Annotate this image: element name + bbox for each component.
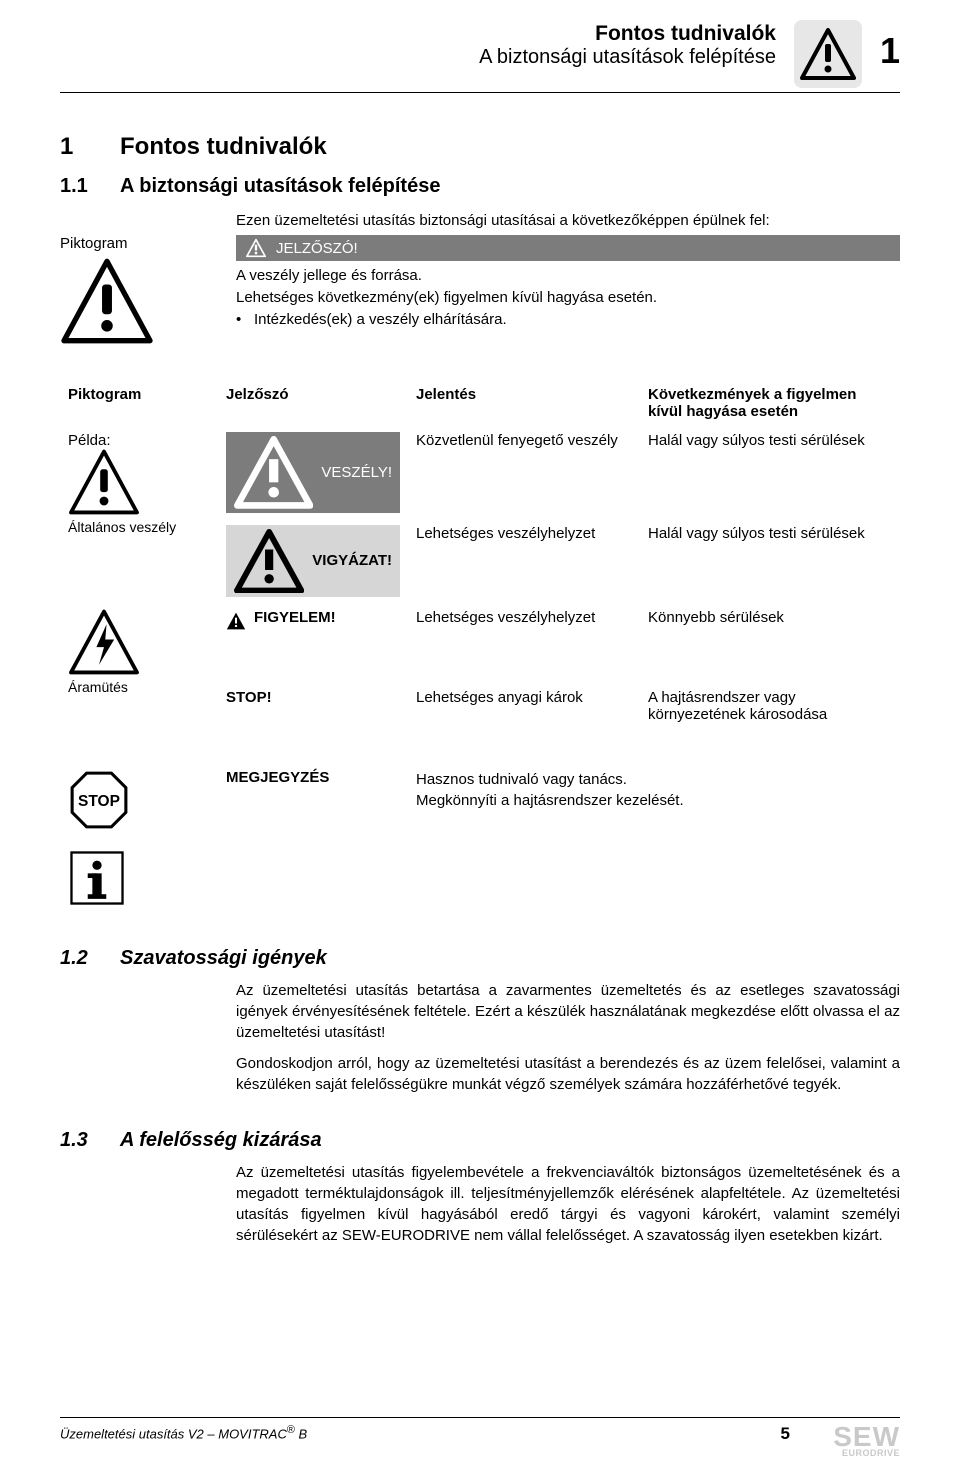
instruction-lines: A veszély jellege és forrása. Lehetséges… — [236, 265, 900, 330]
section-1-heading: 1 Fontos tudnivalók — [60, 133, 900, 161]
section-1-1-title: A biztonsági utasítások felépítése — [120, 175, 440, 198]
header-titles: Fontos tudnivalók A biztonsági utasításo… — [479, 20, 776, 69]
signal-word-text: JELZŐSZÓ! — [276, 240, 358, 257]
info-icon — [68, 849, 126, 907]
signal-word-table: Piktogram Jelzőszó Jelentés Következmény… — [60, 380, 900, 913]
instruction-bullet-text: Intézkedés(ek) a veszély elhárítására. — [254, 309, 507, 331]
table-cell-pikto-0: Példa: Általános veszély — [60, 426, 218, 603]
table-cell-pikto-3: STOP — [60, 763, 218, 843]
section-1-2-p2: Gondoskodjon arról, hogy az üzemeltetési… — [236, 1053, 900, 1095]
page-header: Fontos tudnivalók A biztonsági utasításo… — [60, 20, 900, 94]
section-1-title: Fontos tudnivalók — [120, 133, 327, 161]
svg-text:STOP: STOP — [78, 793, 120, 810]
table-cell-consequence-0: Halál vagy súlyos testi sérülések — [640, 426, 900, 519]
footer-left: Üzemeltetési utasítás V2 – MOVITRAC® B — [60, 1424, 307, 1441]
table-cell-consequence-1: Halál vagy súlyos testi sérülések — [640, 519, 900, 603]
instruction-block-right: JELZŐSZÓ! A veszély jellege és forrása. … — [236, 235, 900, 344]
signal-text-3: STOP! — [226, 689, 272, 706]
table-cell-signal-1: VIGYÁZAT! — [218, 519, 408, 603]
warning-mini-icon — [246, 238, 266, 258]
header-rule — [60, 92, 900, 93]
warning-triangle-icon — [60, 258, 154, 344]
table-head-kovetkezmenyek: Következmények a figyelmen kívül hagyása… — [640, 380, 900, 426]
pelda-label: Példa: — [68, 432, 210, 449]
note-line-b: Megkönnyíti a hajtásrendszer kezelését. — [416, 790, 892, 811]
header-page-indicator: 1 — [880, 20, 900, 72]
warning-mini-icon — [226, 611, 246, 631]
table-cell-meaning-3: Lehetséges anyagi károk — [408, 683, 640, 763]
section-1-2-heading: 1.2 Szavatossági igények — [60, 947, 900, 970]
section-1-2-p1: Az üzemeltetési utasítás betartása a zav… — [236, 980, 900, 1043]
section-1-3-title: A felelősség kizárása — [120, 1129, 322, 1152]
signal-word-bar: JELZŐSZÓ! — [236, 235, 900, 261]
section-1-num: 1 — [60, 133, 90, 161]
sew-logo: SEW EURODRIVE — [833, 1424, 900, 1457]
table-head-jelzoszo: Jelzőszó — [218, 380, 408, 426]
table-cell-meaning-0: Közvetlenül fenyegető veszély — [408, 426, 640, 519]
instruction-block-left: Piktogram — [60, 235, 218, 344]
instruction-line-2: Lehetséges következmény(ek) figyelmen kí… — [236, 287, 900, 309]
section-1-1-num: 1.1 — [60, 175, 98, 198]
footer-left-text: Üzemeltetési utasítás V2 – MOVITRAC — [60, 1426, 287, 1441]
electric-shock-icon — [68, 609, 140, 675]
warning-triangle-icon — [68, 449, 140, 515]
signal-text-0: VESZÉLY! — [321, 464, 392, 481]
table-cell-consequence-3: A hajtásrendszer vagy környezetének káro… — [640, 683, 900, 763]
warning-mini-icon — [234, 436, 313, 509]
table-cell-signal-0: VESZÉLY! — [218, 426, 408, 519]
table-head-jelentes: Jelentés — [408, 380, 640, 426]
stop-octagon-icon: STOP — [68, 769, 130, 831]
table-cell-consequence-2: Könnyebb sérülések — [640, 603, 900, 683]
header-title-bold: Fontos tudnivalók — [479, 22, 776, 46]
table-cell-note-4: Hasznos tudnivaló vagy tanács. Megkönnyí… — [408, 763, 900, 843]
table-cell-signal-4: MEGJEGYZÉS — [218, 763, 408, 843]
header-warning-iconbox — [794, 20, 862, 88]
table-cell-pikto-4 — [60, 843, 218, 913]
footer-right: SEW EURODRIVE — [833, 1424, 900, 1457]
instruction-bullet-row: • Intézkedés(ek) a veszély elhárítására. — [236, 309, 900, 331]
footer-page-number: 5 — [781, 1424, 790, 1444]
table-cell-meaning-1: Lehetséges veszélyhelyzet — [408, 519, 640, 603]
warning-mini-icon — [234, 529, 304, 593]
bullet-icon: • — [236, 309, 244, 331]
footer-left-tail: B — [295, 1426, 307, 1441]
section-1-2-num: 1.2 — [60, 947, 98, 970]
footer-reg-mark: ® — [287, 1424, 295, 1436]
pikto-caption-0: Általános veszély — [68, 519, 210, 535]
pikto-caption-2: Áramütés — [68, 679, 210, 695]
warning-triangle-icon — [800, 28, 856, 80]
table-cell-meaning-2: Lehetséges veszélyhelyzet — [408, 603, 640, 683]
sew-logo-sub: EURODRIVE — [833, 1449, 900, 1457]
instruction-line-1: A veszély jellege és forrása. — [236, 265, 900, 287]
section-1-2-title: Szavatossági igények — [120, 947, 327, 970]
table-cell-signal-3: STOP! — [218, 683, 408, 763]
section-1-3-p1: Az üzemeltetési utasítás figyelembevétel… — [236, 1162, 900, 1246]
section-1-1-heading: 1.1 A biztonsági utasítások felépítése — [60, 175, 900, 198]
instruction-block: Piktogram JELZŐSZÓ! A veszély jellege és… — [60, 235, 900, 344]
header-subtitle: A biztonsági utasítások felépítése — [479, 46, 776, 69]
table-cell-signal-2: FIGYELEM! — [218, 603, 408, 683]
signal-dark-box: VESZÉLY! — [226, 432, 400, 513]
signal-white-box: FIGYELEM! — [226, 609, 400, 631]
table-cell-pikto-2: Áramütés — [60, 603, 218, 763]
signal-text-1: VIGYÁZAT! — [312, 552, 392, 569]
note-line-a: Hasznos tudnivaló vagy tanács. — [416, 769, 892, 790]
signal-light-box: VIGYÁZAT! — [226, 525, 400, 597]
section-1-3-heading: 1.3 A felelősség kizárása — [60, 1129, 900, 1152]
piktogram-label: Piktogram — [60, 235, 218, 252]
section-1-1-intro: Ezen üzemeltetési utasítás biztonsági ut… — [236, 212, 900, 229]
section-1-3-num: 1.3 — [60, 1129, 98, 1152]
signal-text-4: MEGJEGYZÉS — [226, 769, 329, 786]
table-head-piktogram: Piktogram — [60, 380, 218, 426]
signal-text-2: FIGYELEM! — [254, 609, 336, 626]
page-footer: Üzemeltetési utasítás V2 – MOVITRAC® B S… — [60, 1417, 900, 1457]
